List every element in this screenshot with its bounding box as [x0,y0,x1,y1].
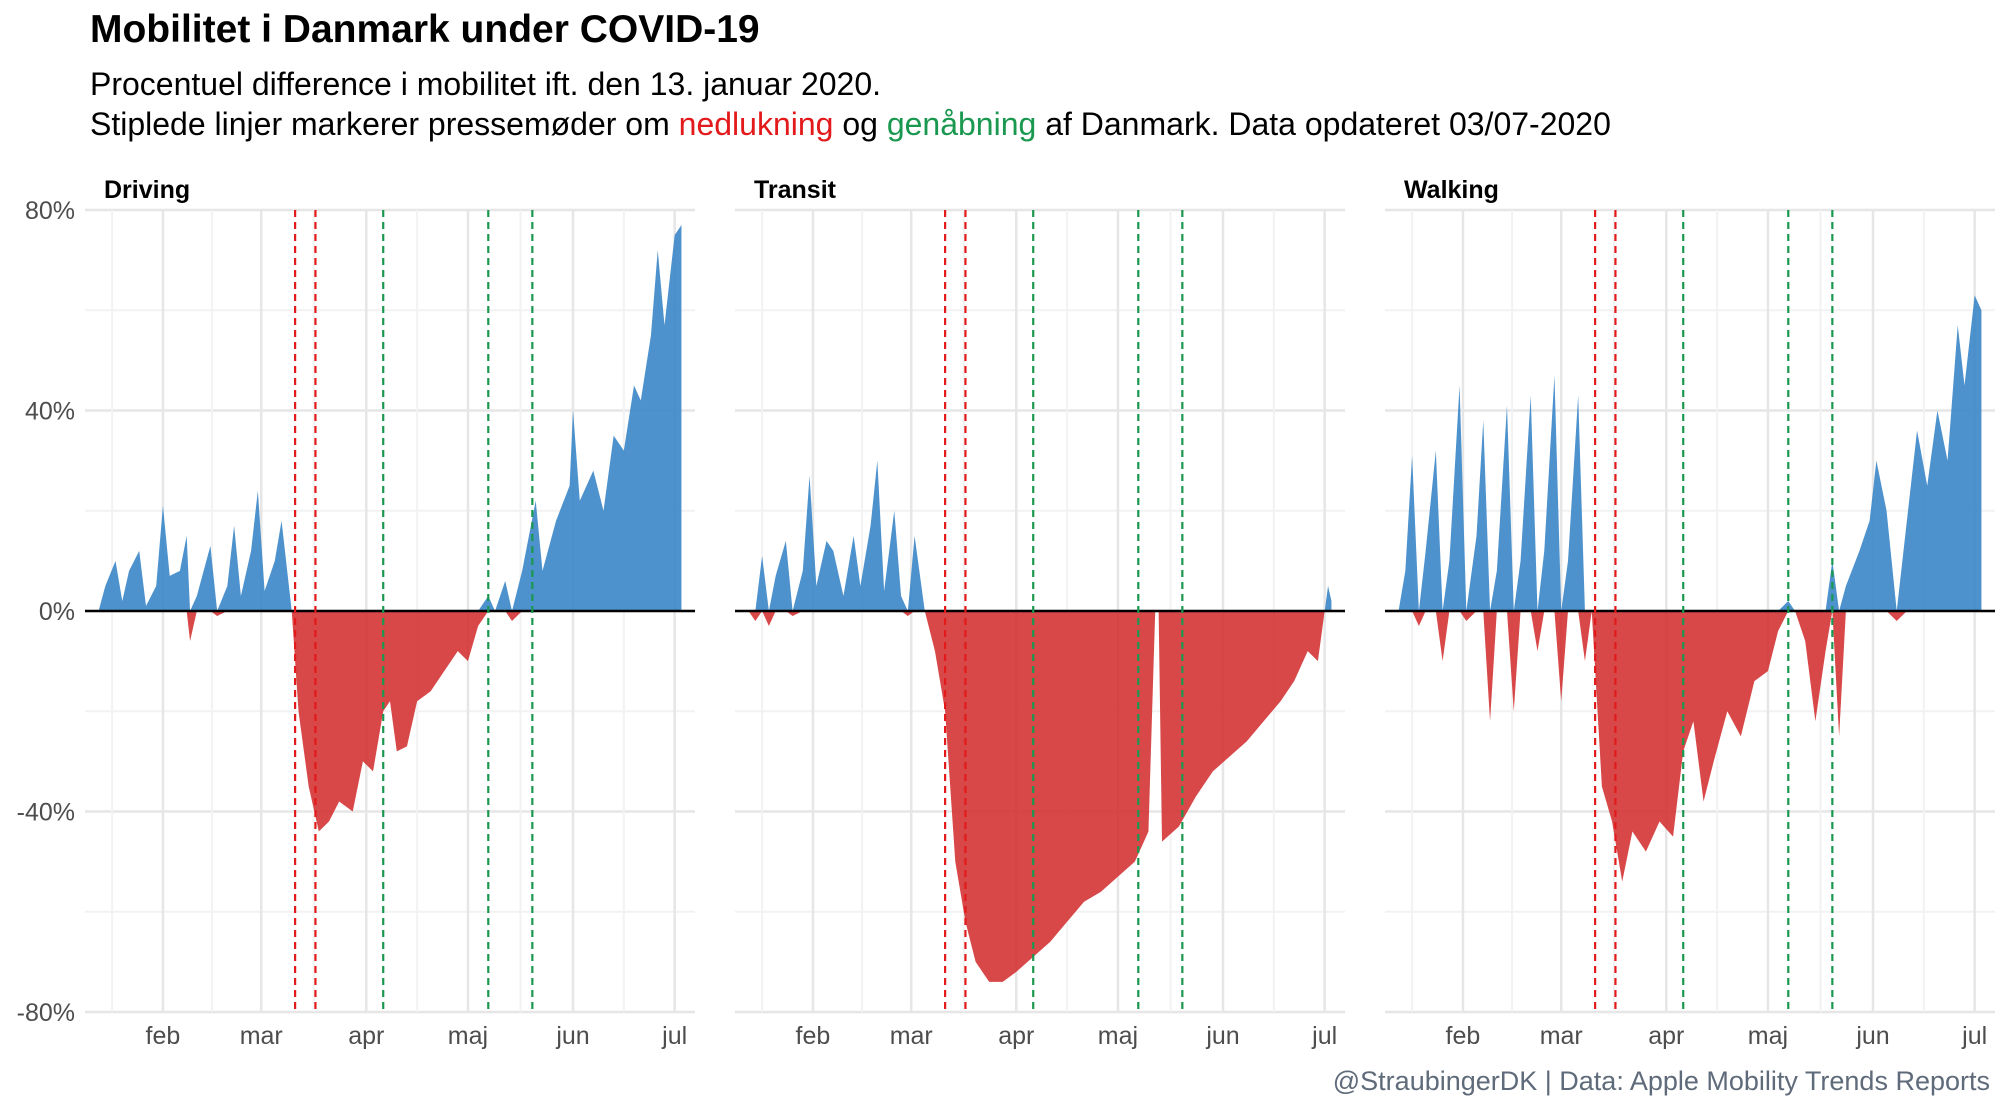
driving-x-tick-label: apr [348,1022,384,1050]
driving-negative-area [98,611,682,832]
transit-x-tick-label: mar [890,1022,933,1050]
y-tick-label: 40% [25,398,75,426]
walking-x-tick-label: feb [1446,1022,1481,1050]
walking-x-tick-label: mar [1540,1022,1583,1050]
chart-subtitle-line-2: Stiplede linjer markerer pressemøder om … [90,106,1611,143]
walking-x-tick-label: jul [1961,1022,1987,1050]
transit-x-tick-label: maj [1098,1022,1138,1050]
chart-subtitle-line-1: Procentuel difference i mobilitet ift. d… [90,66,882,102]
driving-x-tick-label: jul [661,1022,687,1050]
y-tick-label: 80% [25,197,75,225]
transit-x-tick-label: apr [998,1022,1034,1050]
y-tick-label: -80% [17,999,75,1027]
transit-negative-area [748,611,1332,982]
subtitle-middle: og [833,106,887,142]
driving-panel-label: Driving [104,176,190,204]
walking-panel-label: Walking [1404,176,1499,204]
subtitle-reopening-word: genåbning [886,106,1037,142]
walking-x-tick-label: jun [1855,1022,1889,1050]
transit-x-tick-label: jun [1205,1022,1239,1050]
y-tick-label: 0% [39,598,75,626]
driving-x-tick-label: feb [146,1022,181,1050]
transit-x-tick-label: jul [1311,1022,1337,1050]
walking-positive-area [1398,295,1982,611]
chart-title: Mobilitet i Danmark under COVID-19 [90,8,760,51]
y-tick-label: -40% [17,799,75,827]
walking-x-tick-label: maj [1748,1022,1788,1050]
subtitle-prefix: Stiplede linjer markerer pressemøder om [90,106,679,142]
driving-x-tick-label: jun [555,1022,589,1050]
subtitle-suffix: af Danmark. Data opdateret 03/07-2020 [1036,106,1611,142]
transit-panel-label: Transit [754,176,837,204]
chart-caption: @StraubingerDK | Data: Apple Mobility Tr… [1332,1066,1990,1096]
walking-negative-area [1398,611,1982,882]
subtitle-lockdown-word: nedlukning [678,106,834,142]
walking-x-tick-label: apr [1648,1022,1684,1050]
driving-x-tick-label: maj [448,1022,488,1050]
driving-x-tick-label: mar [240,1022,283,1050]
driving-positive-area [98,225,682,611]
transit-x-tick-label: feb [796,1022,831,1050]
transit-positive-area [748,460,1332,611]
